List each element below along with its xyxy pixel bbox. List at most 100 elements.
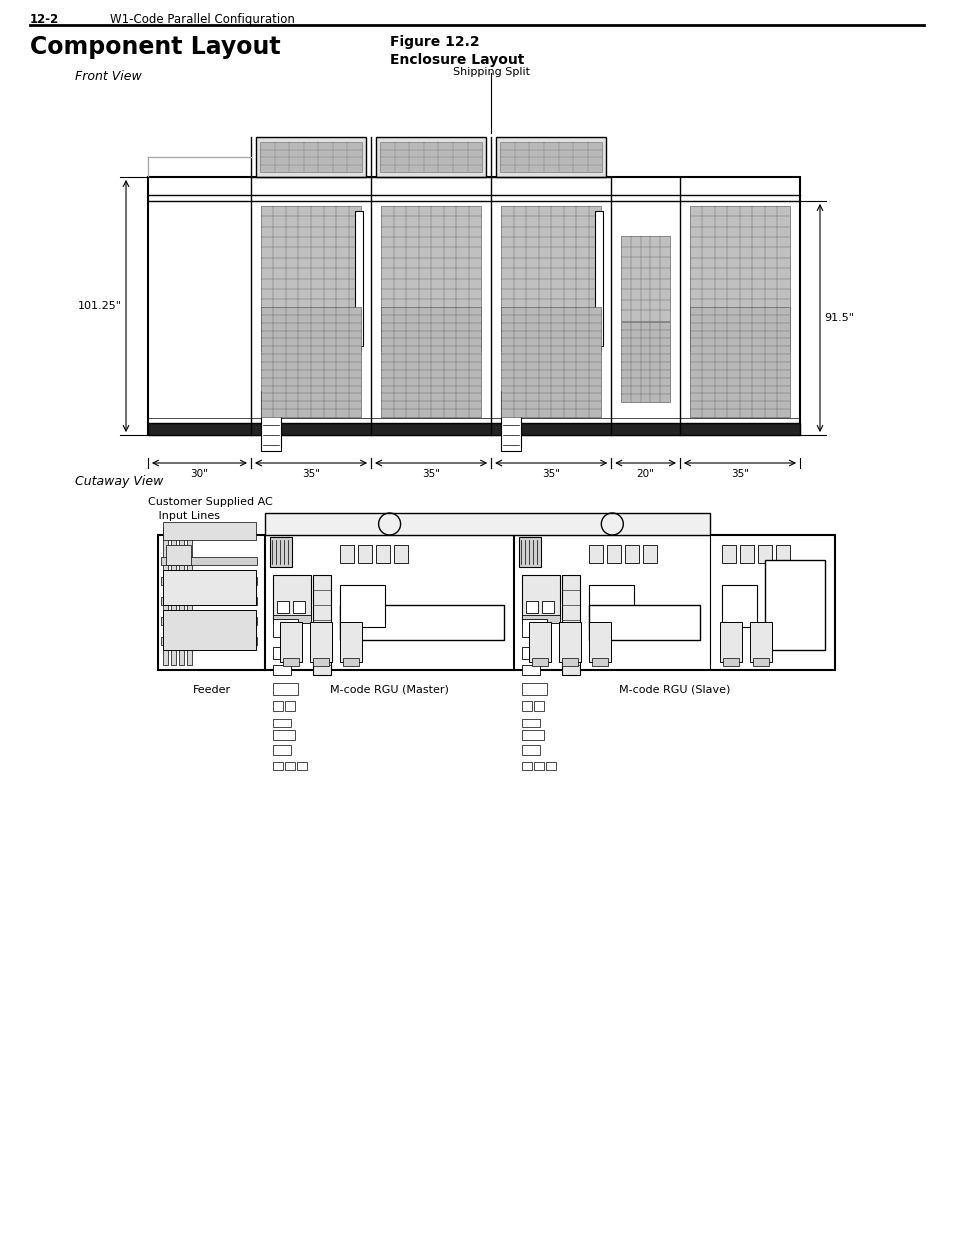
Bar [723,373,755,411]
Bar [522,762,532,769]
Bar [620,322,669,403]
Bar [273,615,311,622]
Bar [283,658,298,666]
Bar [261,308,360,417]
Bar [689,206,789,351]
Bar [158,535,834,671]
Bar [595,211,602,346]
Text: 101.25": 101.25" [78,301,122,311]
Text: M-code RGU (Master): M-code RGU (Master) [330,685,449,695]
Bar [522,683,547,695]
Text: 12-2: 12-2 [30,14,59,26]
Bar [375,545,390,563]
Bar [522,701,532,711]
Bar [310,622,332,662]
Text: 35": 35" [421,469,439,479]
Text: Component Layout: Component Layout [30,35,280,59]
Bar [339,605,504,640]
Bar [500,206,600,351]
Bar [161,597,256,605]
Text: Feeder: Feeder [193,685,231,695]
Bar [776,545,789,563]
Bar [285,762,294,769]
Bar [642,545,657,563]
Bar [589,605,700,640]
Text: Figure 12.2: Figure 12.2 [390,35,479,49]
Bar [500,391,520,451]
Text: Shipping Split: Shipping Split [452,67,529,77]
Bar [375,137,486,177]
Text: 35": 35" [730,469,748,479]
Bar [296,762,307,769]
Text: Enclosure Layout: Enclosure Layout [390,53,524,67]
Text: 20": 20" [636,469,654,479]
Bar [721,545,736,563]
Bar [187,527,192,664]
Bar [764,559,824,650]
Bar [273,701,283,711]
Bar [529,622,551,662]
Bar [161,637,256,645]
Bar [255,137,366,177]
Bar [522,664,539,676]
Bar [259,142,362,172]
Bar [522,619,547,637]
Bar [541,601,554,613]
Bar [265,513,710,535]
Text: M-code RGU (Slave): M-code RGU (Slave) [618,685,730,695]
Bar [607,545,620,563]
Bar [518,537,540,567]
Bar [273,619,297,637]
Bar [522,647,541,659]
Bar [273,719,291,727]
Bar [161,618,256,625]
Bar [592,658,608,666]
Bar [273,762,283,769]
Bar [394,545,408,563]
Bar [496,137,605,177]
Bar [285,701,294,711]
Bar [740,545,754,563]
Bar [589,545,602,563]
Bar [148,424,800,435]
Bar [561,658,578,666]
Bar [522,719,539,727]
Bar [522,576,559,620]
Bar [161,577,256,585]
Bar [380,206,480,351]
Bar [522,615,559,622]
Bar [163,571,255,605]
Bar [261,206,360,351]
Bar [339,585,384,627]
Bar [313,576,331,676]
Bar [534,701,544,711]
Bar [561,576,579,676]
Bar [148,177,800,435]
Text: 30": 30" [191,469,208,479]
Bar [273,683,297,695]
Bar [532,658,548,666]
Bar [339,622,361,662]
Text: Customer Supplied AC
   Input Lines: Customer Supplied AC Input Lines [148,496,273,521]
Text: Front View: Front View [75,70,142,83]
Bar [273,730,294,740]
Bar [261,391,280,451]
Bar [270,537,292,567]
Bar [526,601,537,613]
Text: W1-Code Parallel Configuration: W1-Code Parallel Configuration [110,14,294,26]
Bar [499,142,601,172]
Bar [342,658,358,666]
Bar [357,545,372,563]
Bar [749,622,772,662]
Bar [313,658,329,666]
Bar [273,664,291,676]
Bar [163,610,255,650]
Bar [163,522,255,540]
Bar [522,730,544,740]
Text: 35": 35" [541,469,559,479]
Bar [589,622,611,662]
Bar [276,601,289,613]
Bar [339,545,354,563]
Bar [273,647,293,659]
Text: 35": 35" [302,469,319,479]
